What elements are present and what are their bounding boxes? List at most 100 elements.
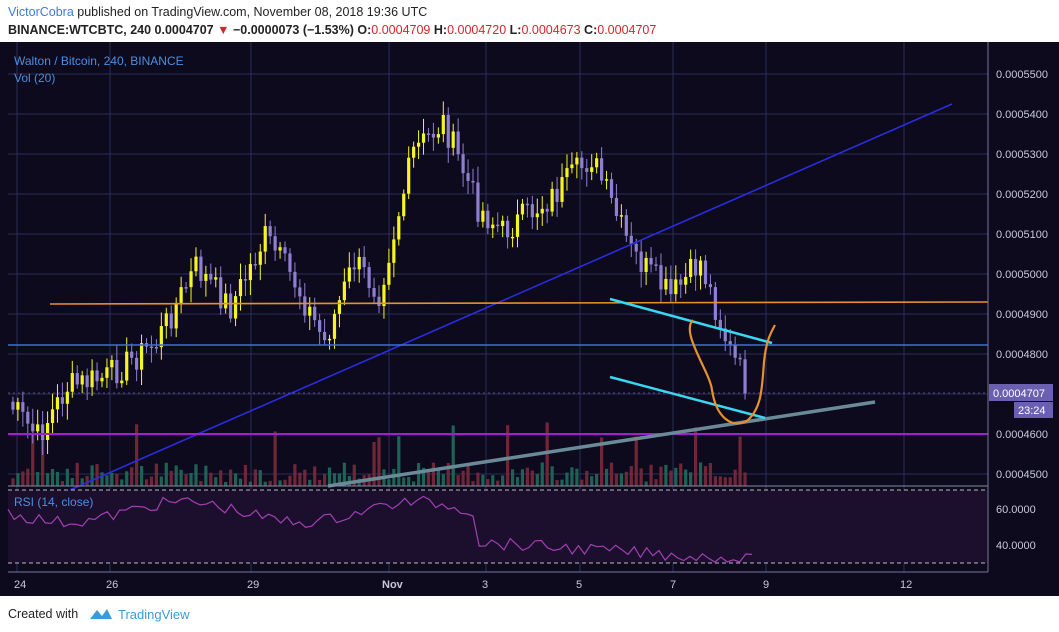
tradingview-link[interactable]: TradingView xyxy=(118,607,190,622)
candle-body xyxy=(209,273,213,280)
volume-bar xyxy=(125,471,129,486)
volume-bar xyxy=(575,468,579,486)
volume-bar xyxy=(214,477,218,486)
price-label: 0.0005300 xyxy=(996,149,1048,161)
volume-bar xyxy=(634,436,638,486)
volume-bar xyxy=(535,474,539,486)
volume-bar xyxy=(26,468,30,486)
volume-bar xyxy=(55,471,60,486)
candle-body xyxy=(219,277,223,309)
candle-body xyxy=(600,158,604,181)
candle-body xyxy=(501,220,505,227)
candle-body xyxy=(258,251,262,265)
volume-bar xyxy=(525,467,529,486)
candle-body xyxy=(713,287,717,320)
candle-body xyxy=(273,236,277,251)
volume-bar xyxy=(609,462,614,486)
time-label: 24 xyxy=(14,579,26,591)
candle-body xyxy=(674,279,678,295)
price-label: 0.0004600 xyxy=(996,429,1048,441)
volume-bar xyxy=(387,479,391,486)
candle-body xyxy=(550,188,554,212)
candle-body xyxy=(139,343,144,370)
chart-header: VictorCobra published on TradingView.com… xyxy=(0,0,1059,42)
volume-bar xyxy=(614,473,619,486)
volume-bar xyxy=(506,425,510,486)
volume-bar xyxy=(545,422,549,486)
candle-body xyxy=(283,247,287,254)
close-value: 0.0004707 xyxy=(597,23,657,37)
low-label: L: xyxy=(509,23,522,37)
candle-body xyxy=(456,131,460,155)
candle-body xyxy=(407,157,411,194)
candle-body xyxy=(634,243,638,252)
resistance-line[interactable] xyxy=(49,301,989,305)
candle-body xyxy=(669,278,673,295)
volume-bar xyxy=(308,479,312,486)
candle-body xyxy=(238,279,243,297)
volume-bar xyxy=(664,464,668,486)
volume-bar xyxy=(36,472,40,486)
candle-body xyxy=(689,258,693,277)
tradingview-logo-icon[interactable] xyxy=(88,606,114,622)
price-axis[interactable]: 0.0005500 0.0005400 0.0005300 0.0005200 … xyxy=(996,69,1048,552)
candle-body xyxy=(149,346,154,349)
candle-body xyxy=(629,235,633,244)
volume-bar xyxy=(629,466,633,486)
candle-body xyxy=(298,287,302,297)
volume-bar xyxy=(11,478,15,486)
candle-body xyxy=(70,373,74,392)
candle-body xyxy=(179,287,183,303)
volume-bar xyxy=(233,473,238,486)
volume-bar xyxy=(318,479,322,486)
candle-body xyxy=(362,256,366,268)
down-arrow-icon: ▼ xyxy=(217,23,230,37)
volume-bar xyxy=(159,476,163,486)
candle-body xyxy=(451,131,455,148)
candle-body xyxy=(313,306,317,321)
candle-body xyxy=(332,313,337,339)
volume-bar xyxy=(209,472,213,486)
volume-bar xyxy=(194,464,198,486)
candle-body xyxy=(41,424,45,441)
volume-bar xyxy=(624,471,628,486)
volume-bar xyxy=(154,463,158,486)
rsi-legend: RSI (14, close) xyxy=(14,495,93,509)
volume-bar xyxy=(441,474,445,486)
candle-body xyxy=(698,260,703,276)
volume-bar xyxy=(713,476,717,486)
candle-body xyxy=(387,262,391,285)
volume-bar xyxy=(258,470,262,486)
candle-body xyxy=(268,226,272,237)
time-label: 7 xyxy=(670,579,676,591)
volume-bar xyxy=(679,463,683,486)
price-label: 0.0005400 xyxy=(996,109,1048,121)
candle-body xyxy=(525,203,529,206)
volume-bar xyxy=(298,472,302,486)
ascending-trendline[interactable] xyxy=(69,103,953,491)
volume-bar xyxy=(510,469,515,486)
author-link[interactable]: VictorCobra xyxy=(8,5,74,19)
rising-support-trendline[interactable] xyxy=(327,400,876,488)
volume-bar xyxy=(322,474,327,486)
time-label: 12 xyxy=(900,579,912,591)
volume-bar xyxy=(303,469,307,486)
open-label: O: xyxy=(357,23,372,37)
candle-body xyxy=(347,267,351,282)
candle-body xyxy=(392,239,396,263)
candle-body xyxy=(164,313,168,327)
price-chart[interactable]: Walton / Bitcoin, 240, BINANCE Vol (20) … xyxy=(0,42,1059,596)
projection-curve[interactable] xyxy=(688,319,776,425)
price-label: 0.0004500 xyxy=(996,469,1048,481)
candle-body xyxy=(288,253,292,272)
volume-bar xyxy=(50,468,55,486)
time-axis[interactable]: 24 26 29 Nov 3 5 7 9 12 xyxy=(14,579,912,591)
candle-body xyxy=(159,326,163,348)
volume-bar xyxy=(689,472,693,486)
candle-body xyxy=(570,164,574,169)
channel-lower-line[interactable] xyxy=(609,375,766,420)
volume-bar xyxy=(85,475,89,486)
price-change: −0.0000073 (−1.53%) xyxy=(232,23,354,37)
volume-bar xyxy=(580,479,584,486)
candle-body xyxy=(45,423,50,441)
